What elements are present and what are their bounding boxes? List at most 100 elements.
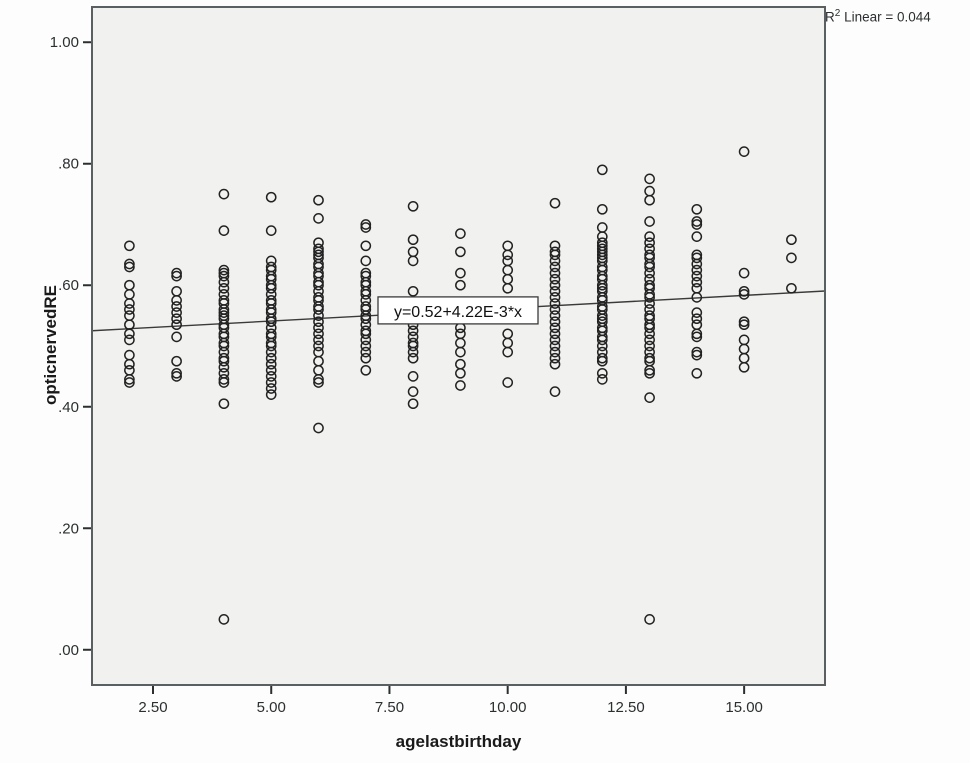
data-point [171,331,182,343]
data-point [549,322,561,334]
data-point [313,213,324,224]
data-point [596,352,608,364]
data-point [313,334,324,346]
data-point [455,246,466,258]
data-point [549,197,561,209]
scatter-points [124,146,797,625]
data-point [596,355,608,367]
data-point [691,292,703,303]
data-point [265,377,277,388]
data-point [502,377,514,388]
plot-frame [91,6,826,686]
data-point [455,346,466,358]
data-point [265,352,277,364]
data-point [313,328,324,340]
data-point [313,194,324,206]
y-tick-label: .80 [58,156,79,173]
data-point [644,340,655,352]
data-point [549,316,561,328]
data-point [549,261,561,273]
data-point [218,361,230,373]
axis-ticks: 2.50 5.00 7.50 10.00 12.50 15.00 .00 .20 .40 .60.… [50,34,763,716]
data-point [360,219,372,230]
data-point [360,328,372,340]
data-point [596,367,608,379]
data-point [691,346,703,358]
x-tick-label: 2.50 [138,699,167,716]
data-point [644,267,655,279]
data-point [502,282,514,294]
data-point [171,313,182,325]
data-point [124,261,135,273]
data-point [644,298,655,309]
data-point [644,237,655,249]
data-point [265,358,277,370]
data-point [265,389,277,400]
data-point [360,255,372,267]
data-point [738,361,750,373]
data-point [407,386,419,397]
data-point [360,334,372,346]
data-point [455,279,466,291]
data-point [218,188,230,200]
data-point [265,346,277,358]
data-point [691,258,703,270]
data-point [549,328,561,340]
data-point [644,392,655,403]
data-point [691,349,703,361]
data-point [171,367,182,379]
data-point [786,252,797,264]
r-squared-value: Linear = 0.044 [840,9,931,25]
data-point [360,352,372,364]
data-point [738,146,750,157]
data-point [407,352,419,364]
data-point [171,307,182,318]
data-point [549,292,561,303]
data-point [218,614,230,625]
data-point [691,264,703,276]
data-point [218,282,230,294]
data-point [691,313,703,325]
data-point [407,325,419,337]
data-point [644,614,655,625]
data-point [644,367,655,379]
data-point [265,225,277,236]
x-tick-label: 10.00 [489,699,527,716]
data-point [407,285,419,297]
data-point [455,267,466,279]
r-squared-base: R [825,9,835,25]
data-point [313,316,324,328]
data-point [407,255,419,267]
y-tick-label: .40 [58,399,79,416]
data-point [455,367,466,379]
data-point [738,289,750,300]
data-point [786,234,797,246]
data-point [644,194,655,206]
data-point [218,270,230,282]
data-point [265,191,277,203]
data-point [171,355,182,367]
data-point [407,346,419,358]
data-point [360,289,372,300]
data-point [218,276,230,288]
data-point [171,267,182,279]
data-point [313,377,324,388]
data-point [265,316,277,328]
data-point [738,319,750,331]
data-point [549,273,561,285]
x-tick-label: 12.50 [607,699,645,716]
data-point [124,358,135,370]
data-point [265,383,277,394]
data-point [549,340,561,352]
data-point [644,231,655,242]
data-point [313,340,324,352]
data-point [596,310,608,321]
data-point [265,364,277,376]
data-point [596,164,608,176]
data-point [691,203,703,215]
data-point [549,386,561,397]
data-point [691,219,703,230]
data-point [313,322,324,334]
data-point [644,334,655,346]
